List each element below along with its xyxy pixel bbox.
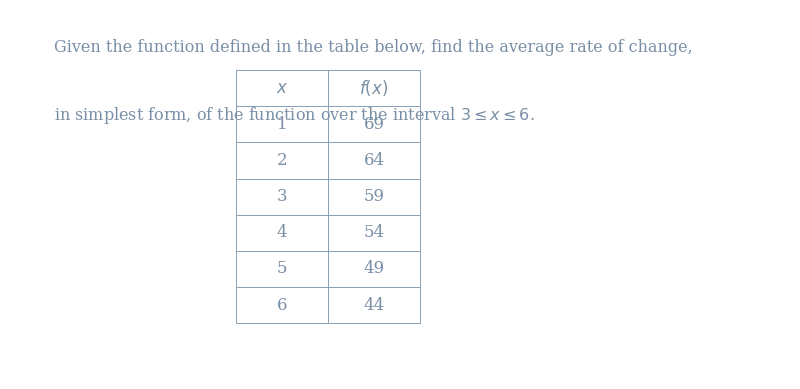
Bar — [328, 106, 420, 142]
Bar — [328, 70, 420, 106]
Text: 59: 59 — [363, 188, 385, 205]
Text: 3: 3 — [277, 188, 287, 205]
Text: 69: 69 — [363, 116, 385, 133]
Text: 4: 4 — [277, 224, 287, 241]
Bar — [328, 251, 420, 287]
Text: 6: 6 — [277, 297, 287, 314]
Text: 2: 2 — [277, 152, 287, 169]
Bar — [328, 142, 420, 179]
Bar — [236, 142, 328, 179]
Text: 1: 1 — [277, 116, 287, 133]
Bar — [236, 287, 328, 323]
Bar — [328, 179, 420, 215]
Bar — [328, 287, 420, 323]
Text: $f(x)$: $f(x)$ — [359, 78, 389, 98]
Text: 5: 5 — [277, 261, 287, 277]
Text: $x$: $x$ — [276, 80, 288, 96]
Bar — [236, 215, 328, 251]
Bar — [236, 106, 328, 142]
Bar — [236, 70, 328, 106]
Bar — [328, 215, 420, 251]
Bar — [236, 251, 328, 287]
Text: 54: 54 — [363, 224, 385, 241]
Text: 44: 44 — [363, 297, 385, 314]
Text: 64: 64 — [363, 152, 385, 169]
Text: in simplest form, of the function over the interval $3 \leq x \leq 6$.: in simplest form, of the function over t… — [54, 105, 535, 126]
Bar — [236, 179, 328, 215]
Text: Given the function defined in the table below, find the average rate of change,: Given the function defined in the table … — [54, 39, 693, 56]
Text: 49: 49 — [363, 261, 385, 277]
